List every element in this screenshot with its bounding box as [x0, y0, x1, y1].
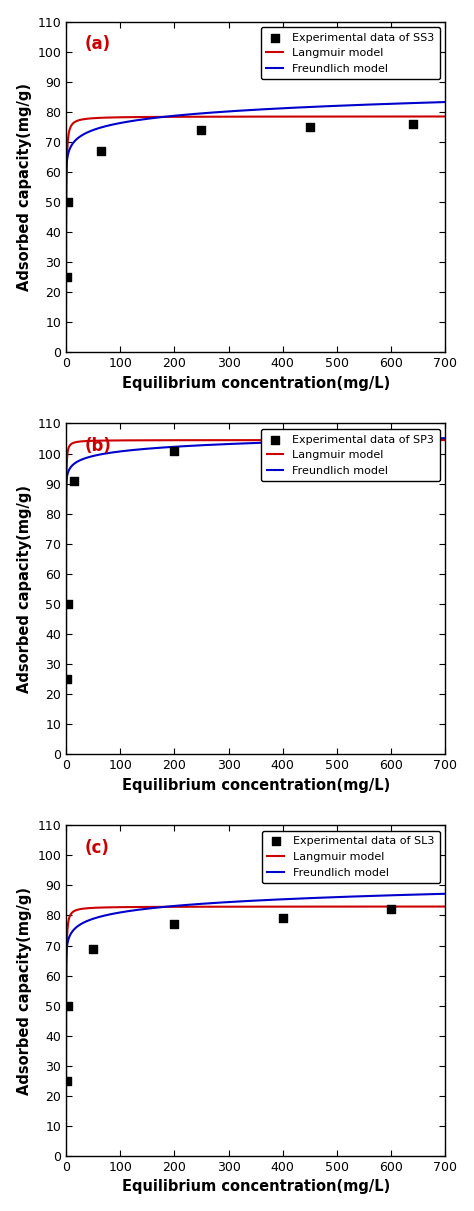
Freundlich model: [274, 893, 280, 907]
Freundlich model: [274, 102, 280, 116]
Legend: Experimental data of SL3, Langmuir model, Freundlich model: Experimental data of SL3, Langmuir model…: [262, 831, 440, 883]
Langmuir model: [443, 109, 448, 124]
Freundlich model: [63, 208, 69, 223]
Langmuir model: [64, 935, 70, 949]
Y-axis label: Adsorbed capacity(mg/g): Adsorbed capacity(mg/g): [17, 484, 32, 693]
Experimental data of SL3: [64, 995, 72, 1015]
Freundlich model: [64, 940, 70, 954]
Experimental data of SP3: [70, 471, 78, 490]
Langmuir model: [324, 109, 329, 124]
Langmuir model: [334, 109, 339, 124]
Freundlich model: [334, 890, 339, 905]
Line: Freundlich model: Freundlich model: [66, 438, 446, 520]
Freundlich model: [141, 902, 147, 917]
Langmuir model: [324, 432, 329, 447]
Langmuir model: [64, 154, 70, 168]
Freundlich model: [64, 470, 70, 484]
X-axis label: Equilibrium concentration(mg/L): Equilibrium concentration(mg/L): [121, 1180, 390, 1194]
Y-axis label: Adsorbed capacity(mg/g): Adsorbed capacity(mg/g): [17, 84, 32, 291]
Freundlich model: [324, 99, 329, 114]
Freundlich model: [64, 154, 70, 168]
Experimental data of SS3: [409, 114, 417, 133]
Text: (c): (c): [85, 838, 110, 856]
Y-axis label: Adsorbed capacity(mg/g): Adsorbed capacity(mg/g): [17, 886, 32, 1095]
X-axis label: Equilibrium concentration(mg/L): Equilibrium concentration(mg/L): [121, 375, 390, 391]
Experimental data of SL3: [279, 908, 287, 928]
Langmuir model: [443, 900, 448, 914]
Experimental data of SP3: [279, 438, 287, 458]
Experimental data of SP3: [63, 670, 71, 689]
Langmuir model: [122, 900, 128, 914]
Langmuir model: [122, 434, 128, 448]
Freundlich model: [334, 98, 339, 113]
Freundlich model: [122, 443, 128, 458]
Freundlich model: [274, 435, 280, 449]
Experimental data of SL3: [89, 939, 97, 958]
Langmuir model: [274, 900, 280, 914]
Experimental data of SS3: [198, 120, 205, 139]
Experimental data of SP3: [171, 441, 178, 460]
Freundlich model: [443, 886, 448, 901]
Freundlich model: [63, 512, 69, 527]
Experimental data of SS3: [306, 117, 314, 137]
Langmuir model: [274, 432, 280, 447]
Freundlich model: [324, 434, 329, 448]
Langmuir model: [63, 1148, 69, 1163]
Experimental data of SL3: [171, 914, 178, 934]
Freundlich model: [443, 94, 448, 109]
Langmuir model: [141, 900, 147, 914]
Legend: Experimental data of SP3, Langmuir model, Freundlich model: Experimental data of SP3, Langmuir model…: [261, 429, 440, 481]
Line: Freundlich model: Freundlich model: [66, 102, 446, 216]
Experimental data of SS3: [63, 268, 71, 287]
Langmuir model: [141, 434, 147, 448]
X-axis label: Equilibrium concentration(mg/L): Equilibrium concentration(mg/L): [121, 777, 390, 792]
Experimental data of SS3: [64, 193, 72, 212]
Freundlich model: [141, 442, 147, 457]
Experimental data of SP3: [387, 435, 395, 454]
Legend: Experimental data of SS3, Langmuir model, Freundlich model: Experimental data of SS3, Langmuir model…: [261, 27, 440, 80]
Line: Freundlich model: Freundlich model: [66, 894, 446, 999]
Freundlich model: [122, 115, 128, 130]
Langmuir model: [443, 432, 448, 447]
Freundlich model: [141, 111, 147, 126]
Freundlich model: [443, 431, 448, 446]
Freundlich model: [122, 905, 128, 919]
Langmuir model: [334, 432, 339, 447]
Line: Langmuir model: Langmuir model: [66, 907, 446, 1155]
Line: Langmuir model: Langmuir model: [66, 440, 446, 752]
Langmuir model: [122, 110, 128, 125]
Text: (b): (b): [85, 437, 112, 454]
Freundlich model: [324, 890, 329, 905]
Line: Langmuir model: Langmuir model: [66, 116, 446, 351]
Experimental data of SL3: [387, 900, 395, 919]
Experimental data of SP3: [64, 595, 72, 614]
Freundlich model: [334, 434, 339, 448]
Langmuir model: [63, 745, 69, 759]
Langmuir model: [324, 900, 329, 914]
Experimental data of SL3: [63, 1071, 71, 1090]
Freundlich model: [63, 992, 69, 1006]
Langmuir model: [63, 344, 69, 358]
Experimental data of SS3: [97, 142, 105, 161]
Langmuir model: [334, 900, 339, 914]
Text: (a): (a): [85, 35, 111, 53]
Langmuir model: [274, 109, 280, 124]
Langmuir model: [64, 454, 70, 469]
Langmuir model: [141, 110, 147, 125]
